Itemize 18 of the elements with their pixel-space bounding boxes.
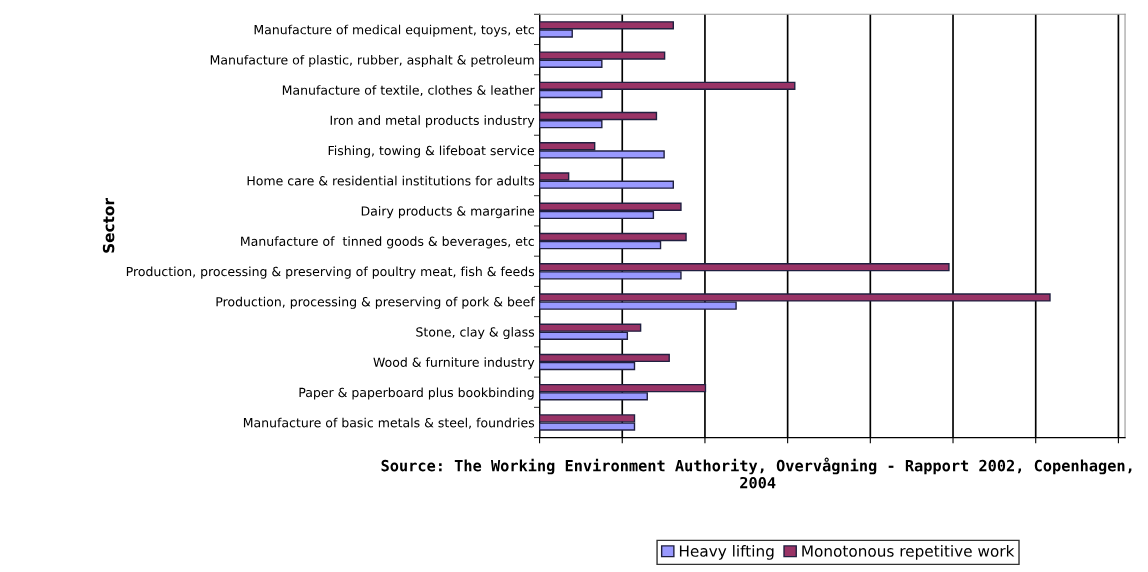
y-tick-label: Dairy products & margarine [361, 206, 535, 219]
y-tick-label: Wood & furniture industry [373, 357, 535, 370]
y-tick-label: Manufacture of plastic, rubber, asphalt & petroleum [210, 54, 534, 67]
y-tick-label: Iron and metal products industry [330, 115, 535, 128]
y-tick-label: Manufacture of basic metals & steel, foundries [243, 417, 535, 429]
legend-label: Heavy lifting [679, 544, 774, 560]
y-tick-label: Stone, clay & glass [416, 327, 535, 340]
legend-label: Monotonous repetitive work [802, 544, 1015, 560]
y-axis-title: Sector [102, 198, 115, 253]
y-tick-label: Paper & paperboard plus bookbinding [299, 387, 534, 400]
y-tick-label: Production, processing & preserving of pork & beef [216, 296, 535, 309]
y-tick-label: Manufacture of textile, clothes & leather [282, 85, 535, 97]
y-tick-label: Manufacture of tinned goods & beverages, etc [241, 236, 534, 249]
y-tick-label: Home care & residential institutions for adults [247, 175, 535, 186]
source-note: Source: The Working Environment Authority, Overvågning - Rapport 2002, Copenhagen, 2004 [381, 457, 1132, 489]
y-tick-label: Fishing, towing & lifeboat service [328, 145, 535, 158]
y-tick-label: Manufacture of medical equipment, toys, etc [254, 24, 534, 37]
y-tick-label: Production, processing & preserving of poultry meat, fish & feeds [126, 266, 535, 279]
